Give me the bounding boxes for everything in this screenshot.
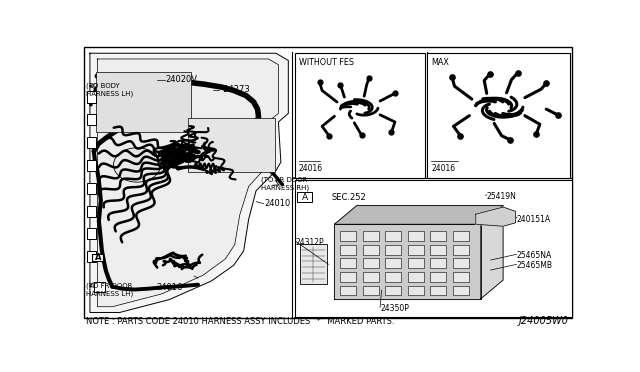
Text: J24005W0: J24005W0 (518, 316, 568, 326)
Bar (430, 231, 446, 241)
Bar (430, 286, 446, 295)
FancyBboxPatch shape (97, 72, 191, 132)
Text: WITHOUT FES: WITHOUT FES (299, 58, 354, 67)
Bar (385, 245, 401, 255)
Text: 24312P: 24312P (296, 238, 324, 247)
Bar (452, 286, 469, 295)
Text: A: A (301, 193, 308, 202)
Bar (88, 160, 97, 171)
Bar (88, 114, 97, 125)
Bar (408, 245, 424, 255)
Text: SEC.252: SEC.252 (332, 193, 367, 202)
Bar (385, 272, 401, 282)
Text: 24016: 24016 (431, 164, 455, 173)
Bar (385, 231, 401, 241)
Bar (88, 206, 97, 217)
Text: A: A (95, 253, 101, 262)
Text: *24273: *24273 (220, 85, 251, 94)
Bar (94, 282, 105, 292)
Bar (428, 53, 570, 178)
Text: (TO FR DOOR
HARNESS RH): (TO FR DOOR HARNESS RH) (261, 177, 309, 192)
Polygon shape (335, 224, 481, 299)
Text: NOTE : PARTS CODE 24010 HARNESS ASSY INCLUDES "*" MARKED PARTS.: NOTE : PARTS CODE 24010 HARNESS ASSY INC… (86, 317, 395, 326)
Polygon shape (481, 206, 503, 299)
Bar (385, 286, 401, 295)
Bar (88, 137, 97, 148)
Text: 24016: 24016 (299, 164, 323, 173)
Text: 25465MB: 25465MB (516, 261, 552, 270)
Text: 24020V: 24020V (166, 75, 198, 84)
Bar (430, 272, 446, 282)
Bar (92, 254, 103, 261)
Bar (295, 180, 572, 317)
Bar (363, 286, 379, 295)
Bar (452, 245, 469, 255)
Bar (363, 272, 379, 282)
Bar (408, 272, 424, 282)
Bar (430, 259, 446, 268)
Bar (452, 272, 469, 282)
Bar (363, 231, 379, 241)
Polygon shape (90, 53, 288, 312)
Bar (408, 231, 424, 241)
Polygon shape (335, 206, 503, 224)
FancyBboxPatch shape (188, 118, 275, 171)
Bar (88, 183, 97, 194)
Bar (363, 259, 379, 268)
Polygon shape (97, 59, 278, 307)
Bar (430, 245, 446, 255)
Text: (TO BODY
HARNESS LH): (TO BODY HARNESS LH) (86, 83, 134, 97)
Bar (295, 53, 425, 178)
Text: (TO FR DOOR
HARNESS LH): (TO FR DOOR HARNESS LH) (86, 283, 134, 298)
Bar (408, 286, 424, 295)
Bar (385, 259, 401, 268)
Text: 240151A: 240151A (516, 215, 550, 224)
Bar (300, 244, 327, 284)
Text: 24350P: 24350P (380, 304, 409, 312)
Bar (340, 259, 356, 268)
Bar (340, 272, 356, 282)
Text: 25465NA: 25465NA (516, 251, 552, 260)
Ellipse shape (113, 148, 161, 182)
Bar (297, 192, 312, 202)
Bar (408, 259, 424, 268)
Bar (363, 245, 379, 255)
Bar (452, 259, 469, 268)
Bar (452, 231, 469, 241)
Bar (340, 231, 356, 241)
Bar (340, 286, 356, 295)
Bar (340, 245, 356, 255)
Text: 24016: 24016 (157, 283, 183, 292)
Text: 25419N: 25419N (486, 192, 516, 201)
Bar (88, 251, 97, 262)
Polygon shape (476, 207, 515, 226)
Bar (88, 91, 97, 103)
Bar (88, 228, 97, 240)
Text: MAX: MAX (431, 58, 449, 67)
Text: 24010: 24010 (264, 199, 291, 208)
